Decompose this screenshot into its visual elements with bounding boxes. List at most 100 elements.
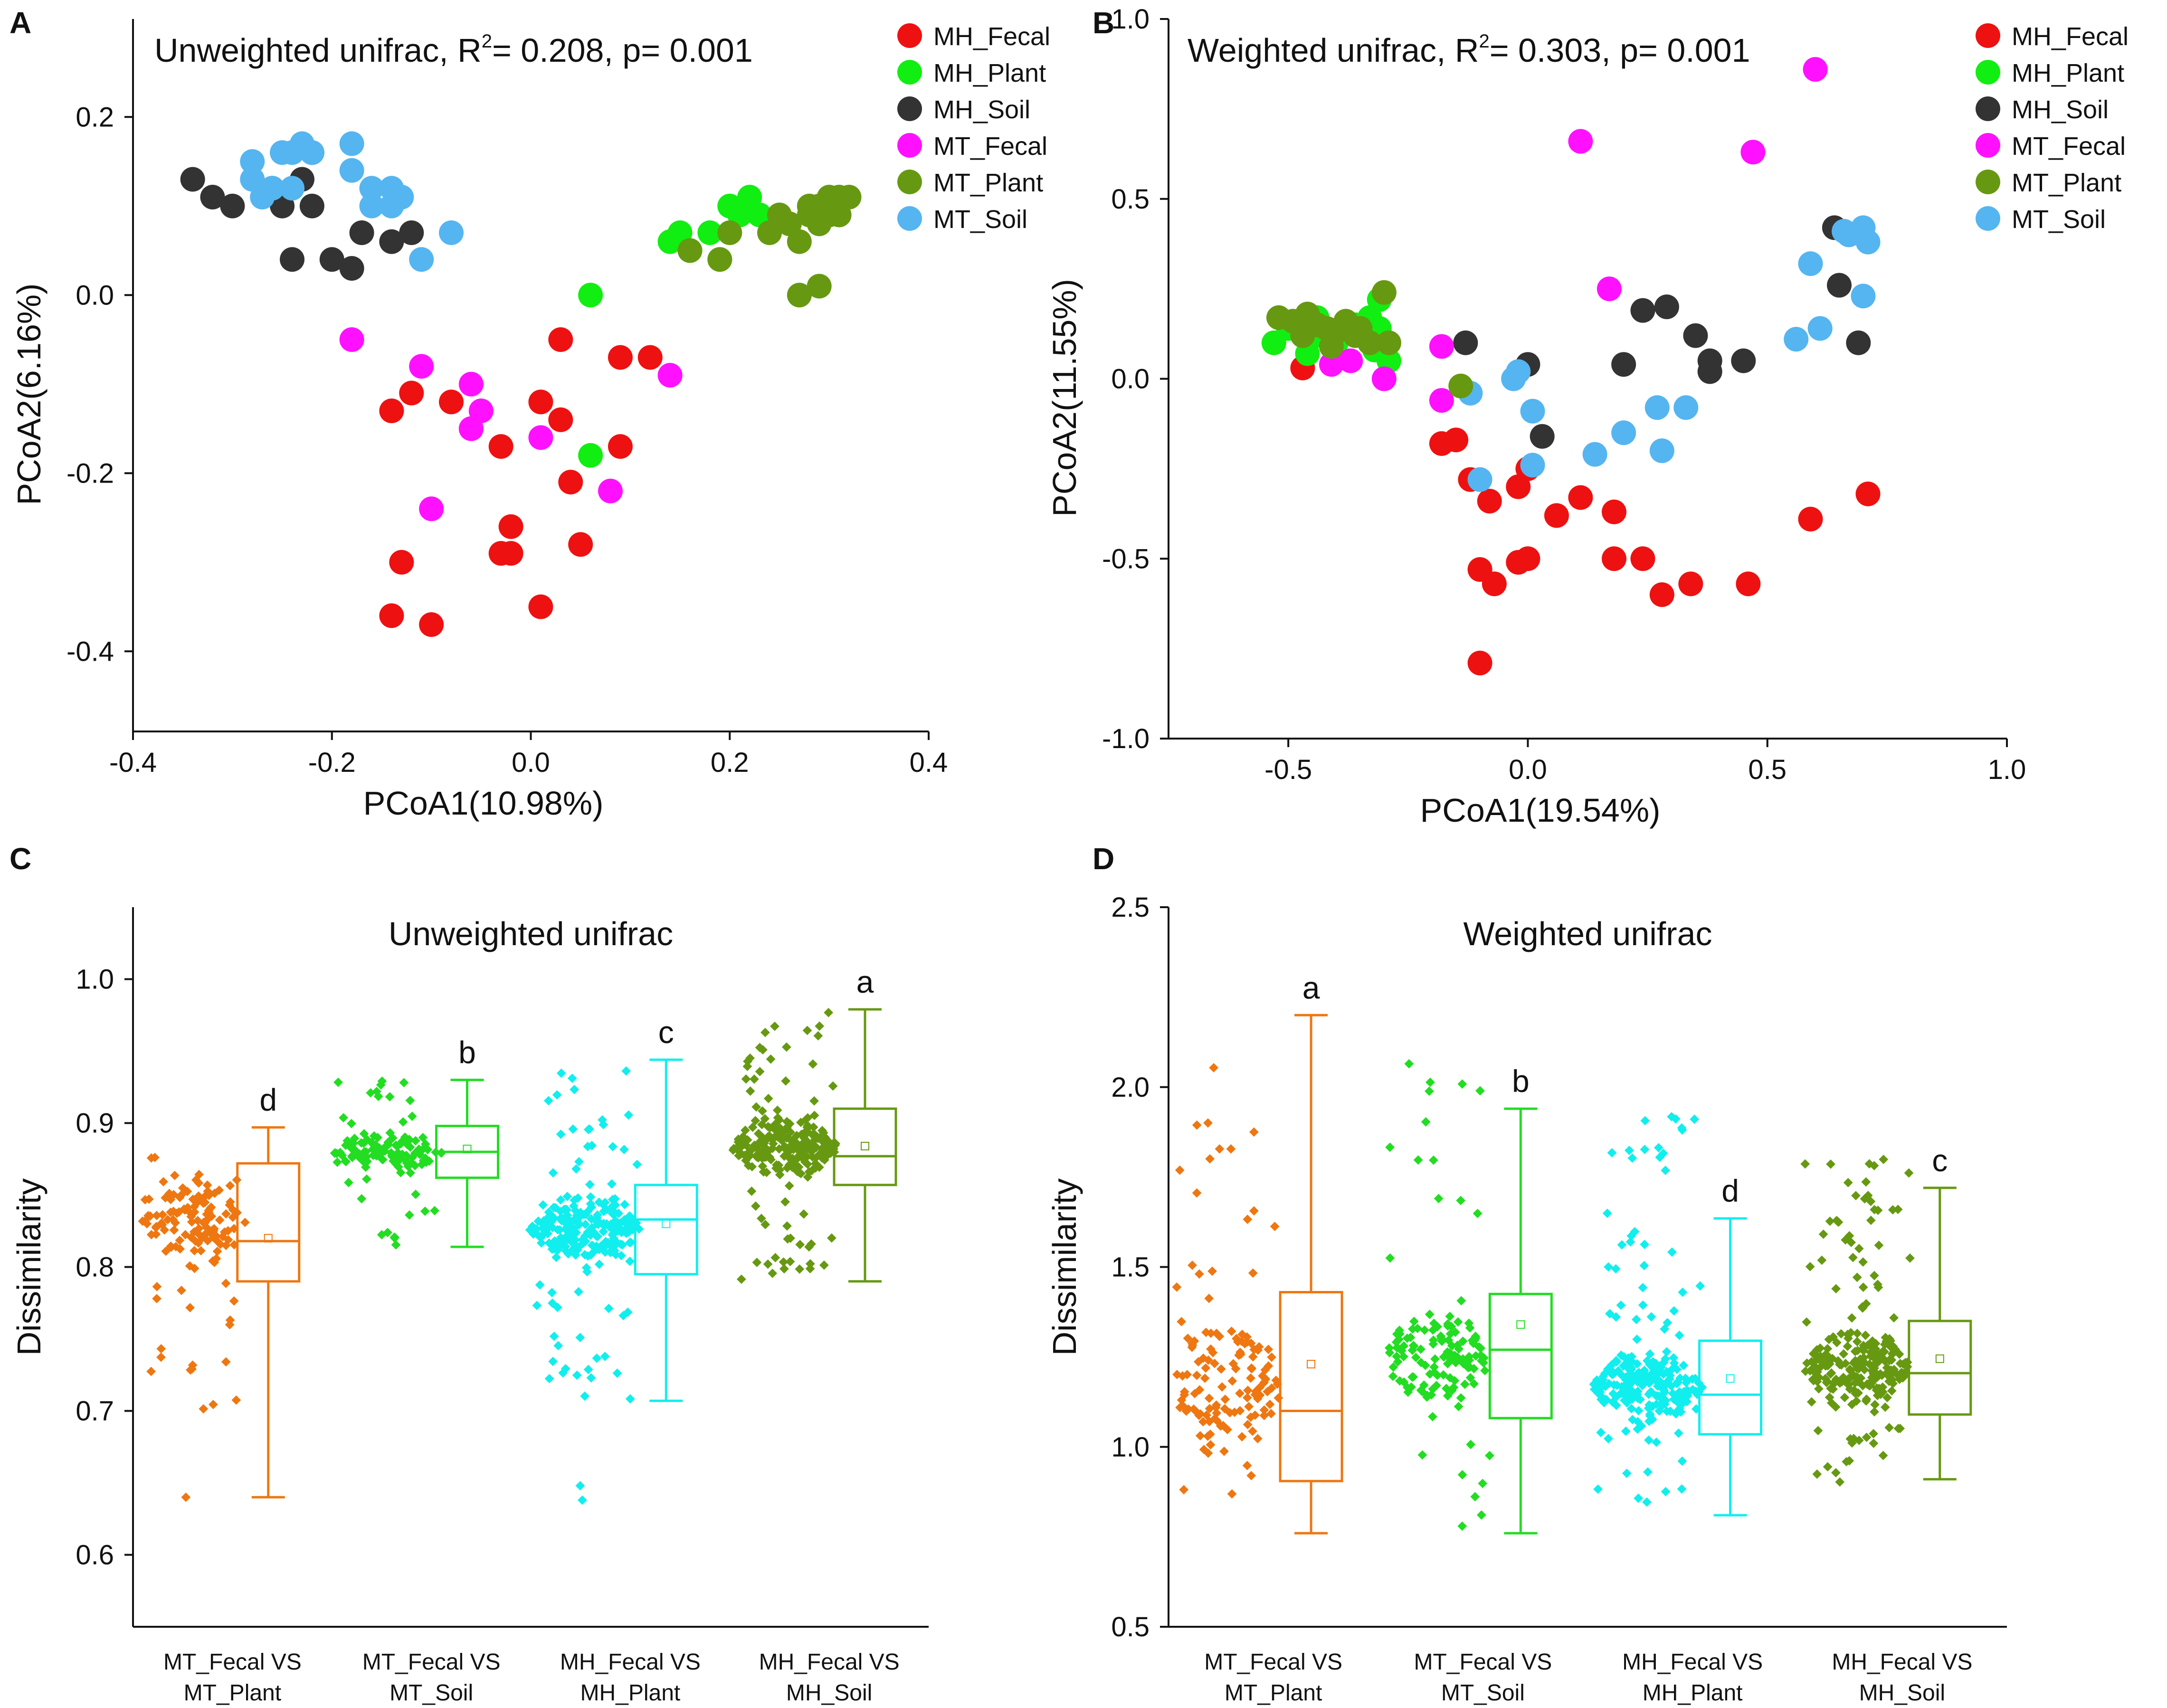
legend-marker-MH_Soil — [897, 96, 922, 121]
jitter-point — [756, 1214, 766, 1224]
y-tick-label: -0.5 — [1102, 543, 1150, 574]
x-tick-label: 0.5 — [1748, 754, 1787, 785]
box-group-2: b MT_Fecal VS MT_Soil — [1384, 1059, 1553, 1706]
jitter-point — [185, 1365, 195, 1375]
point-MT_Soil — [1520, 399, 1545, 424]
jitter-point — [1862, 1394, 1872, 1404]
panel-a: A -0.4 -0.2 0.0 0.2 0.4 0.2 0.0 -0.2 -0.4 PCoA1(10… — [10, 6, 1050, 822]
jitter-point — [1879, 1155, 1889, 1164]
jitter-point — [1616, 1350, 1626, 1360]
jitter-point — [1263, 1387, 1273, 1396]
y-axis-label: Dissimilarity — [1046, 1178, 1083, 1356]
jitter-point — [606, 1219, 616, 1229]
jitter-point — [1634, 1493, 1643, 1503]
point-MH_Fecal — [558, 470, 583, 494]
jitter-point — [1204, 1394, 1214, 1403]
point-MT_Soil — [1784, 327, 1809, 352]
jitter-point — [152, 1294, 162, 1304]
jitter-point — [556, 1195, 566, 1205]
jitter-point — [1905, 1253, 1915, 1263]
jitter-point — [729, 1144, 739, 1153]
jitter-point — [1460, 1379, 1470, 1389]
jitter-point — [1885, 1342, 1895, 1352]
jitter-point — [1904, 1168, 1914, 1178]
jitter-point — [1611, 1264, 1621, 1274]
jitter-point — [546, 1217, 556, 1227]
jitter-point — [221, 1357, 231, 1367]
jitter-point — [1453, 1317, 1463, 1327]
jitter-point — [758, 1140, 768, 1150]
jitter-point — [1621, 1426, 1631, 1436]
jitter-point — [1842, 1376, 1852, 1386]
jitter-point — [1611, 1312, 1621, 1322]
jitter-point — [1220, 1404, 1230, 1414]
panel-letter-c: C — [10, 842, 31, 876]
jitter-point — [1887, 1386, 1897, 1396]
x-tick-label: 0.0 — [512, 747, 550, 778]
point-MH_Fecal — [1568, 485, 1593, 510]
point-MT_Soil — [1855, 229, 1881, 255]
jitter-point — [1456, 1296, 1466, 1306]
jitter-point — [817, 1126, 827, 1136]
jitter-point — [610, 1194, 620, 1204]
box-group-3: c MH_Fecal VS MH_Plant — [525, 1015, 701, 1706]
jitter-point — [587, 1240, 597, 1250]
jitter-point — [1248, 1352, 1258, 1362]
jitter-point — [810, 1134, 820, 1144]
jitter-point — [594, 1259, 604, 1269]
point-MH_Fecal — [498, 514, 523, 539]
y-tick-label: 1.5 — [1111, 1252, 1150, 1283]
jitter-point — [1661, 1354, 1670, 1364]
jitter-point — [1840, 1393, 1850, 1403]
jitter-point — [1466, 1440, 1476, 1450]
jitter-point — [751, 1102, 761, 1112]
jitter-point — [401, 1150, 411, 1160]
jitter-point — [1843, 1341, 1853, 1351]
point-MT_Soil — [280, 176, 304, 201]
jitter-point — [1267, 1352, 1276, 1362]
jitter-point — [1635, 1395, 1645, 1404]
x-tick-label: 0.2 — [711, 747, 749, 778]
jitter-point — [1423, 1390, 1432, 1400]
jitter-point — [813, 1031, 823, 1041]
jitter-point — [536, 1238, 546, 1248]
jitter-point — [551, 1203, 561, 1213]
jitter-point — [1644, 1435, 1654, 1445]
box-group-1: a MT_Fecal VS MT_Plant — [1172, 970, 1343, 1706]
jitter-point — [755, 1067, 765, 1076]
jitter-point — [208, 1256, 218, 1266]
jitter-point — [157, 1218, 167, 1228]
jitter-point — [1640, 1145, 1650, 1154]
jitter-point — [1430, 1354, 1440, 1364]
jitter-point — [1235, 1406, 1245, 1416]
jitter-point — [1894, 1375, 1904, 1385]
jitter-point — [339, 1113, 348, 1123]
jitter-point — [228, 1212, 238, 1222]
y-axis-label: Dissimilarity — [10, 1178, 48, 1356]
jitter-point — [1207, 1266, 1217, 1276]
jitter-point — [1454, 1402, 1464, 1412]
jitter-point — [770, 1119, 780, 1129]
y-tick-label: 0.5 — [1111, 184, 1150, 215]
jitter-point — [1425, 1369, 1435, 1379]
jitter-point — [757, 1120, 767, 1129]
jitter-point — [792, 1130, 802, 1140]
jitter-point — [145, 1211, 155, 1221]
category-label-line2: MH_Plant — [1643, 1680, 1743, 1706]
jitter-point — [801, 1115, 810, 1125]
jitter-point — [1421, 1117, 1431, 1127]
jitter-point — [534, 1231, 544, 1241]
jitter-point — [1631, 1315, 1641, 1324]
jitter-point — [1266, 1409, 1276, 1419]
jitter-point — [734, 1151, 744, 1160]
jitter-point — [785, 1119, 795, 1129]
jitter-point — [580, 1391, 589, 1401]
series-MH_Fecal — [1290, 355, 1881, 675]
box-group-3: d MH_Fecal VS MH_Plant — [1589, 1112, 1763, 1706]
jitter-point — [752, 1257, 762, 1267]
jitter-point — [751, 1152, 761, 1162]
jitter-point — [572, 1370, 582, 1380]
jitter-point — [1450, 1327, 1460, 1337]
jitter-point — [349, 1138, 359, 1148]
jitter-point — [1234, 1350, 1244, 1360]
